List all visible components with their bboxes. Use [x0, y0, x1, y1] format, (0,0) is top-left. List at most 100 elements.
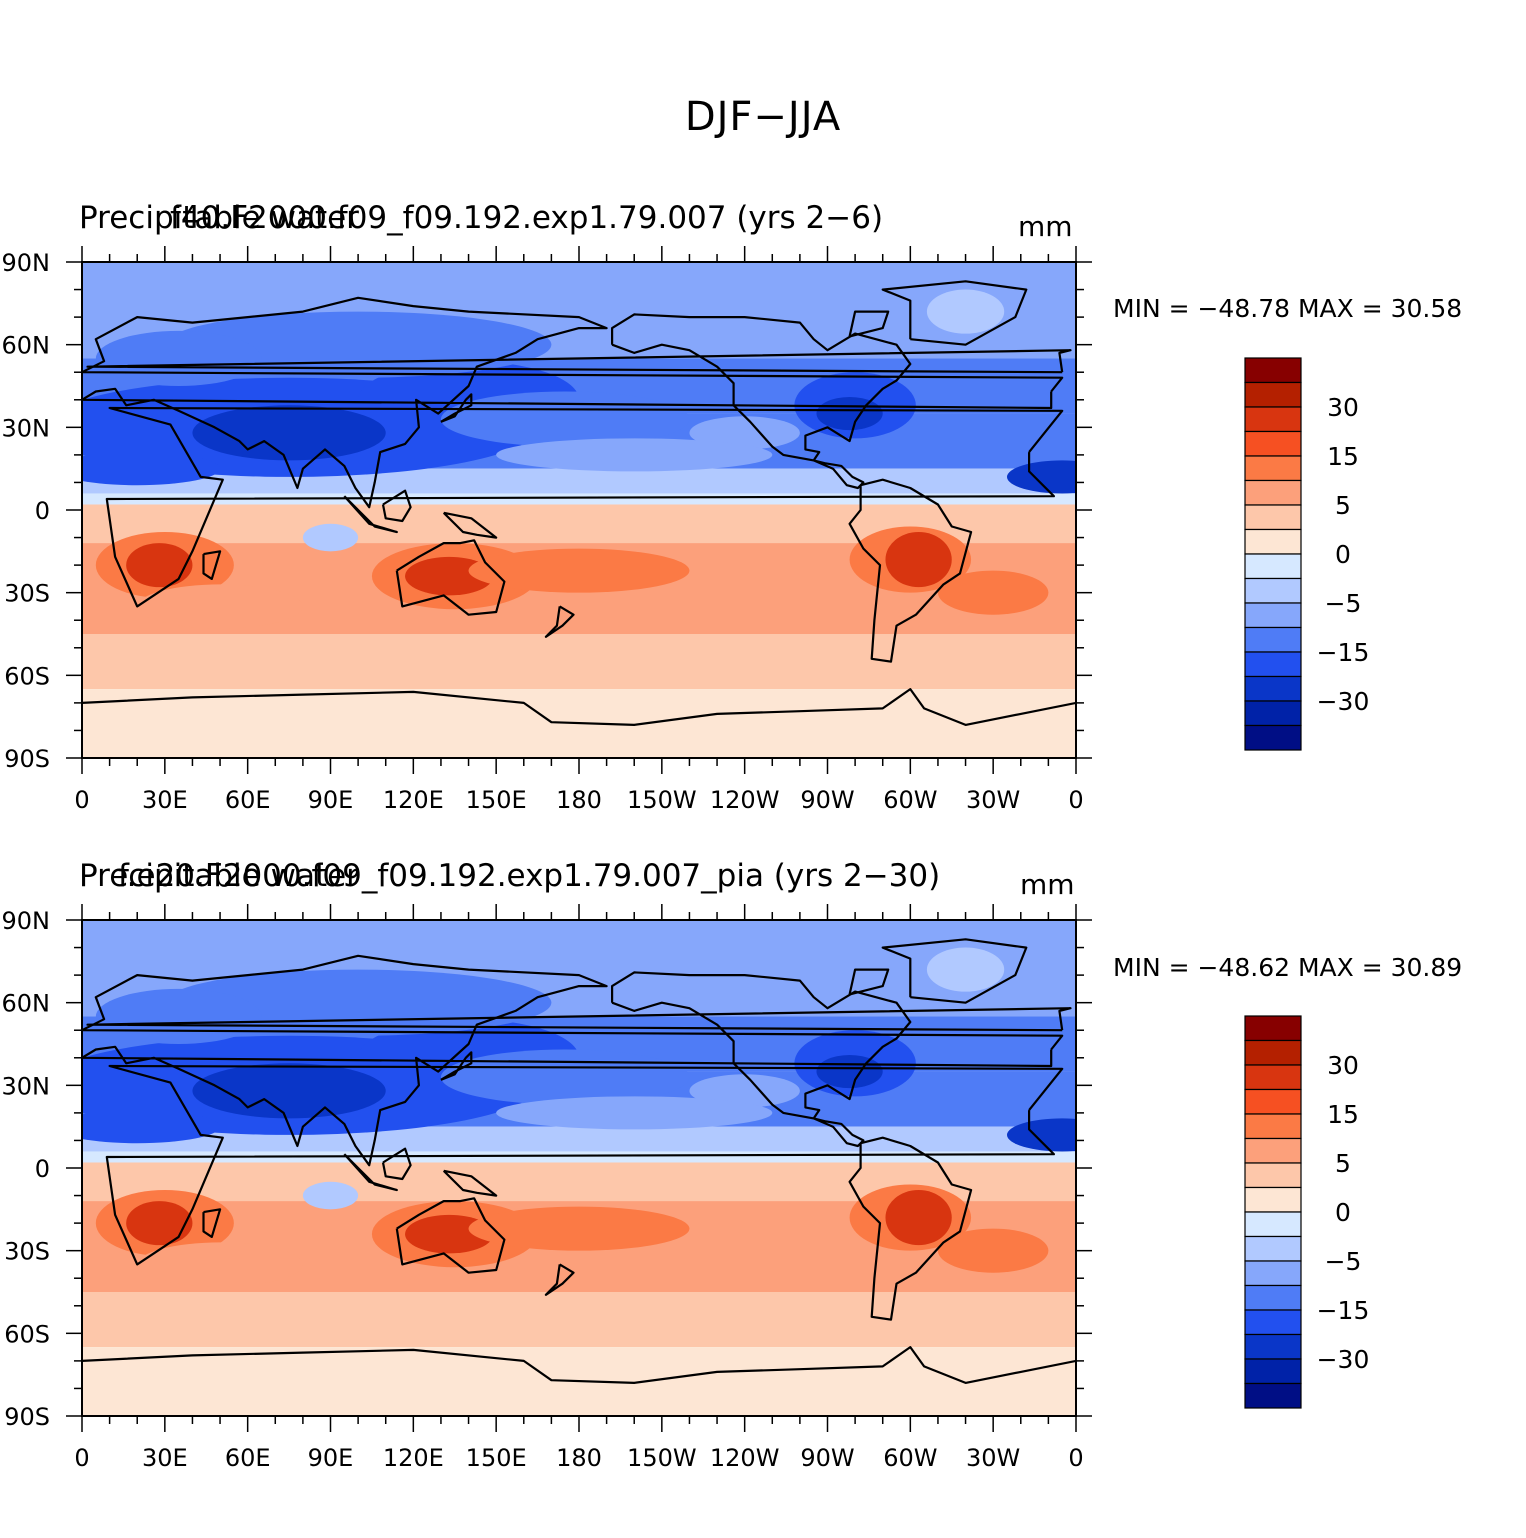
- x-tick-label: 90W: [800, 786, 854, 814]
- colorbar-box-2-11: [1244, 1284, 1302, 1311]
- x-tick-label: 120W: [710, 1444, 780, 1472]
- colorbar-label: 0: [1335, 1198, 1351, 1227]
- field-blob-1-14: [126, 543, 193, 588]
- coastline-north-america: [610, 971, 912, 1120]
- x-tick-label: 120E: [383, 786, 444, 814]
- field-blob-1-11: [689, 416, 800, 450]
- x-tick-label: 0: [1068, 1444, 1083, 1472]
- colorbar-box-2-2: [1244, 1064, 1302, 1091]
- y-tick-label: 90S: [4, 745, 50, 773]
- coastline-greenland: [881, 280, 1028, 346]
- coastline-africa: [105, 1064, 1064, 1266]
- field-blob-2-1: [192, 1063, 386, 1119]
- colorbar-box-2-15: [1244, 1382, 1302, 1409]
- coastline-baffin: [848, 968, 890, 996]
- x-tick-label: 30E: [142, 1444, 188, 1472]
- x-tick-label: 30W: [966, 786, 1020, 814]
- y-tick-label: 90S: [4, 1403, 50, 1431]
- field-blob-2-20: [937, 1228, 1049, 1273]
- colorbar-label: 15: [1327, 442, 1359, 471]
- colorbar-box-1-9: [1244, 577, 1302, 604]
- colorbar-box-1-1: [1244, 381, 1302, 408]
- coastline-madagascar: [202, 1208, 222, 1239]
- panel1-min-max: MIN = −48.78 MAX = 30.58: [1113, 294, 1463, 323]
- field-blob-2-10: [926, 947, 1005, 992]
- colorbar-label: 30: [1327, 393, 1359, 422]
- coastline-borneo: [381, 1147, 412, 1181]
- x-tick-label: 0: [1068, 786, 1083, 814]
- ticks-1: [66, 246, 1092, 774]
- field-blob-2-9: [95, 988, 262, 1044]
- colorbar-box-1-12: [1244, 651, 1302, 678]
- colorbar-box-2-13: [1244, 1333, 1302, 1360]
- coastline-south-america: [848, 478, 973, 663]
- y-tick-label: 60S: [4, 1320, 50, 1348]
- colorbar-box-2-9: [1244, 1235, 1302, 1262]
- colorbar-box-2-8: [1244, 1211, 1302, 1238]
- y-tick-label: 30S: [4, 580, 50, 608]
- coastline-madagascar: [202, 550, 222, 581]
- y-tick-label: 60N: [2, 332, 51, 360]
- field-blob-2-14: [126, 1201, 193, 1246]
- colorbar-box-2-10: [1244, 1260, 1302, 1287]
- coastline-north-america: [610, 313, 912, 462]
- coastline-australia: [395, 539, 506, 616]
- coastline-uk: [86, 1007, 1072, 1032]
- lat-band-7: [82, 1292, 1076, 1348]
- coastline-japan: [440, 393, 473, 423]
- colorbar-box-1-2: [1244, 406, 1302, 433]
- colorbar-label: −15: [1317, 1296, 1370, 1325]
- coastline-eurasia: [82, 296, 1064, 509]
- map-field-2: [82, 920, 1076, 1416]
- coastline-new-guinea: [442, 1169, 498, 1197]
- y-tick-label: 60N: [2, 990, 51, 1018]
- colorbar-label: 5: [1335, 491, 1351, 520]
- coastline-africa: [105, 406, 1064, 608]
- field-blob-2-5: [816, 1055, 883, 1089]
- colorbar-label: 5: [1335, 1149, 1351, 1178]
- coastline-new-zealand: [544, 605, 575, 638]
- y-tick-label: 30N: [2, 1072, 51, 1100]
- colorbar-box-2-1: [1244, 1039, 1302, 1066]
- field-blob-2-21: [302, 1181, 359, 1210]
- coastline-borneo: [381, 489, 412, 523]
- field-blob-1-21: [302, 523, 359, 552]
- coastline-sumatra-java: [343, 495, 398, 534]
- field-blob-1-22: [137, 584, 303, 629]
- colorbar-label: 15: [1327, 1100, 1359, 1129]
- field-blob-2-12: [496, 1096, 773, 1130]
- colorbar-box-2-5: [1244, 1137, 1302, 1164]
- field-blob-2-19: [885, 1190, 952, 1246]
- field-blob-1-12: [496, 438, 773, 472]
- coastline-japan: [440, 1051, 473, 1081]
- coastline-eurasia: [82, 954, 1064, 1167]
- map-field-1: [82, 262, 1076, 758]
- x-tick-label: 30E: [142, 786, 188, 814]
- colorbar-box-2-3: [1244, 1088, 1302, 1115]
- colorbar-box-1-4: [1244, 455, 1302, 482]
- x-tick-label: 60W: [883, 1444, 937, 1472]
- lat-band-7: [82, 634, 1076, 690]
- y-tick-label: 60S: [4, 662, 50, 690]
- coastline-baffin: [848, 310, 890, 338]
- y-tick-label: 0: [35, 1155, 50, 1183]
- x-tick-label: 60W: [883, 786, 937, 814]
- y-tick-label: 90N: [2, 249, 51, 277]
- panel1-case-title: f40.F2000.f09_f09.192.exp1.79.007 (yrs 2…: [170, 200, 884, 236]
- panel2-variable-title: Precipitable water: [79, 858, 359, 894]
- coastline-greenland: [881, 938, 1028, 1004]
- x-tick-label: 180: [556, 1444, 602, 1472]
- x-tick-label: 150W: [627, 786, 697, 814]
- coastline-new-zealand: [544, 1263, 575, 1296]
- colorbar-box-2-4: [1244, 1113, 1302, 1140]
- coastline-south-america: [848, 1136, 973, 1321]
- panel2-case-title: f.e20.F2000.f09_f09.192.exp1.79.007_pia …: [118, 858, 941, 894]
- coastline-australia: [395, 1197, 506, 1274]
- field-blob-1-7: [1006, 460, 1076, 494]
- colorbar-label: −5: [1325, 589, 1362, 618]
- x-tick-label: 60E: [225, 786, 271, 814]
- x-tick-label: 90W: [800, 1444, 854, 1472]
- colorbar-box-1-15: [1244, 724, 1302, 751]
- ticks-2: [66, 904, 1092, 1432]
